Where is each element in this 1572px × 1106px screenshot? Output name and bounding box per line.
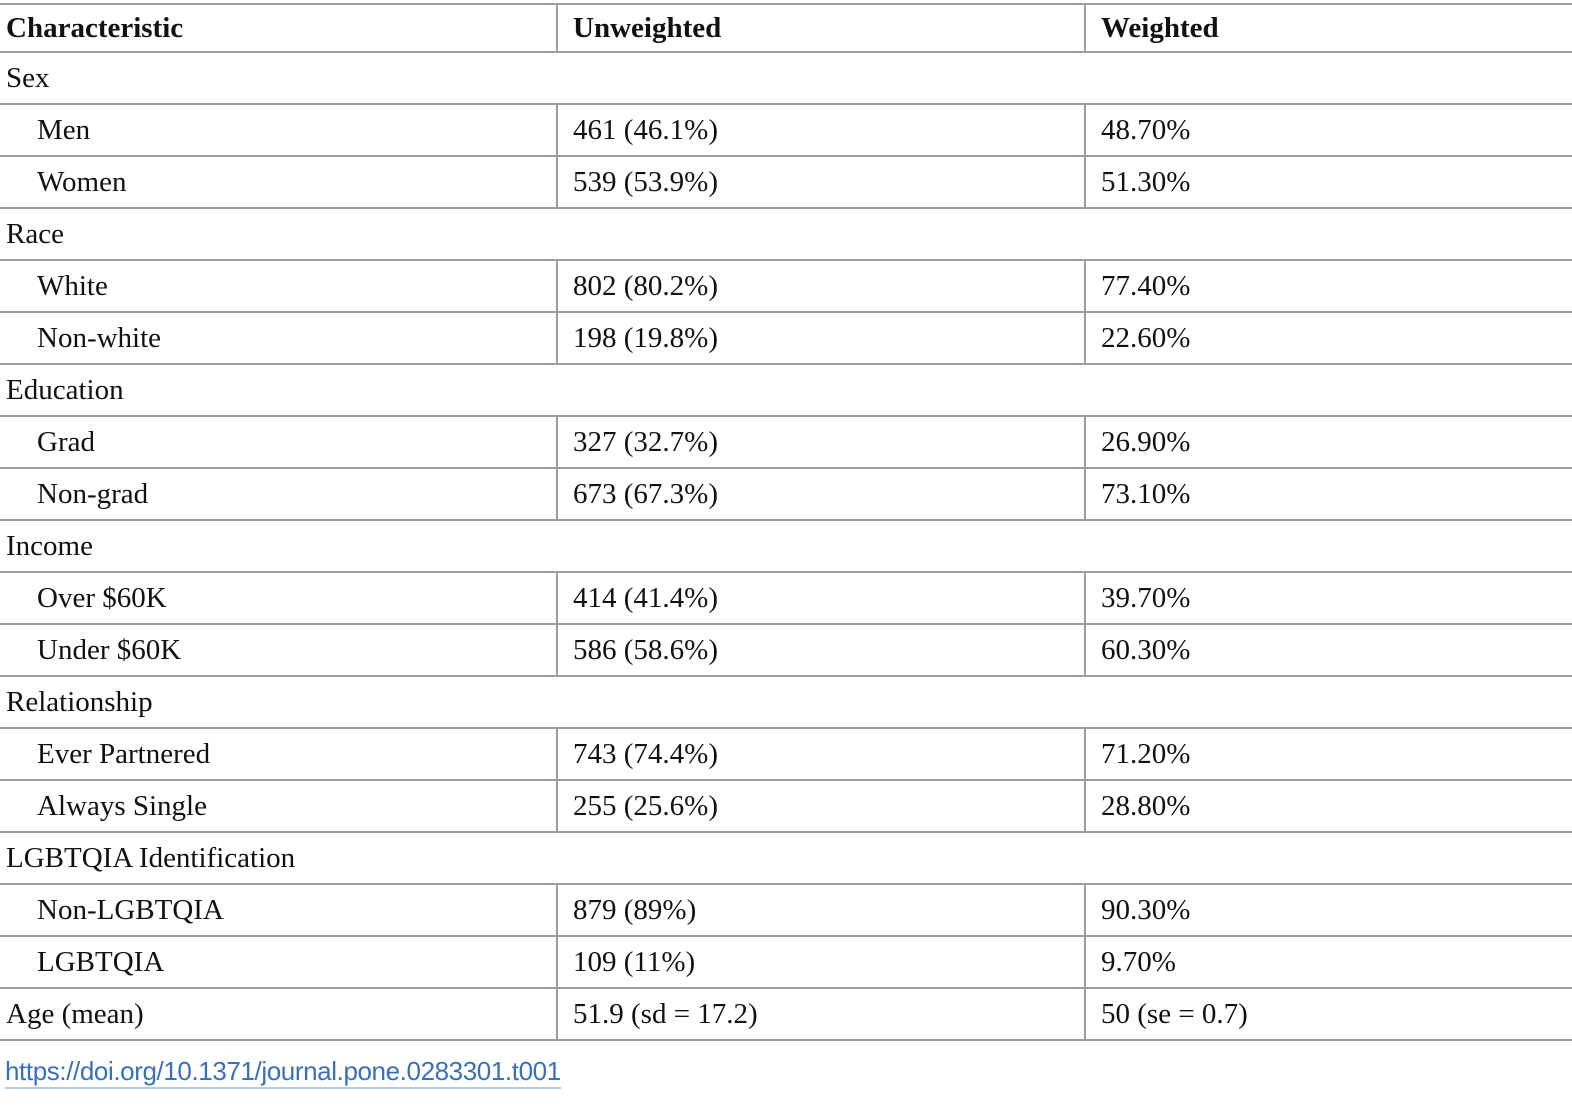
cell-unweighted: 586 (58.6%) [556, 624, 1085, 676]
cell-unweighted: 802 (80.2%) [556, 260, 1085, 312]
table-row: Over $60K 414 (41.4%) 39.70% [0, 572, 1572, 624]
cell-weighted: 51.30% [1084, 156, 1572, 208]
table-body: Sex Men 461 (46.1%) 48.70% Women 539 (53.9%) 5… [0, 52, 1572, 1040]
group-row: Sex [0, 52, 1572, 104]
cell-characteristic: Ever Partnered [37, 737, 211, 770]
group-label: Income [6, 529, 93, 562]
table-row: Men 461 (46.1%) 48.70% [0, 104, 1572, 156]
cell-weighted: 60.30% [1084, 624, 1572, 676]
table-row: Non-LGBTQIA 879 (89%) 90.30% [0, 884, 1572, 936]
cell-unweighted: 255 (25.6%) [556, 780, 1085, 832]
table-row: LGBTQIA 109 (11%) 9.70% [0, 936, 1572, 988]
group-label: Race [6, 217, 64, 250]
col-header-characteristic: Characteristic [6, 11, 184, 44]
cell-unweighted: 198 (19.8%) [556, 312, 1085, 364]
table-row: Non-white 198 (19.8%) 22.60% [0, 312, 1572, 364]
group-row: Race [0, 208, 1572, 260]
table-row: Ever Partnered 743 (74.4%) 71.20% [0, 728, 1572, 780]
cell-characteristic: Women [37, 165, 127, 198]
demographics-table: Characteristic Unweighted Weighted Sex Me… [0, 3, 1572, 1041]
group-row: Relationship [0, 676, 1572, 728]
cell-characteristic: Men [37, 113, 91, 146]
cell-unweighted: 51.9 (sd = 17.2) [556, 988, 1085, 1040]
cell-weighted: 26.90% [1084, 416, 1572, 468]
cell-weighted: 90.30% [1084, 884, 1572, 936]
cell-unweighted: 414 (41.4%) [556, 572, 1085, 624]
cell-characteristic: Over $60K [37, 581, 167, 614]
table-row: Under $60K 586 (58.6%) 60.30% [0, 624, 1572, 676]
doi-link[interactable]: https://doi.org/10.1371/journal.pone.028… [5, 1056, 561, 1089]
cell-unweighted: 461 (46.1%) [556, 104, 1085, 156]
cell-characteristic: Under $60K [37, 633, 182, 666]
table-row: White 802 (80.2%) 77.40% [0, 260, 1572, 312]
cell-weighted: 22.60% [1084, 312, 1572, 364]
group-label: Education [6, 373, 124, 406]
group-label: Relationship [6, 685, 153, 718]
group-row: Income [0, 520, 1572, 572]
cell-weighted: 48.70% [1084, 104, 1572, 156]
cell-unweighted: 539 (53.9%) [556, 156, 1085, 208]
cell-weighted: 77.40% [1084, 260, 1572, 312]
cell-weighted: 28.80% [1084, 780, 1572, 832]
cell-characteristic: LGBTQIA [37, 945, 165, 978]
table-row: Age (mean) 51.9 (sd = 17.2) 50 (se = 0.7) [0, 988, 1572, 1040]
cell-weighted: 50 (se = 0.7) [1084, 988, 1572, 1040]
cell-unweighted: 879 (89%) [556, 884, 1085, 936]
cell-characteristic: White [37, 269, 108, 302]
cell-characteristic: Non-white [37, 321, 162, 354]
group-row: LGBTQIA Identification [0, 832, 1572, 884]
col-header-unweighted: Unweighted [556, 4, 1085, 52]
col-header-weighted: Weighted [1084, 4, 1572, 52]
cell-characteristic: Age (mean) [6, 997, 144, 1030]
cell-characteristic: Non-LGBTQIA [37, 893, 224, 926]
cell-characteristic: Always Single [37, 789, 207, 822]
table-row: Grad 327 (32.7%) 26.90% [0, 416, 1572, 468]
cell-weighted: 9.70% [1084, 936, 1572, 988]
group-label: LGBTQIA Identification [6, 841, 296, 874]
cell-unweighted: 673 (67.3%) [556, 468, 1085, 520]
cell-unweighted: 743 (74.4%) [556, 728, 1085, 780]
cell-unweighted: 327 (32.7%) [556, 416, 1085, 468]
group-label: Sex [6, 61, 50, 94]
cell-characteristic: Non-grad [37, 477, 149, 510]
cell-characteristic: Grad [37, 425, 95, 458]
cell-weighted: 71.20% [1084, 728, 1572, 780]
header-row: Characteristic Unweighted Weighted [0, 4, 1572, 52]
group-row: Education [0, 364, 1572, 416]
cell-unweighted: 109 (11%) [556, 936, 1085, 988]
table-row: Non-grad 673 (67.3%) 73.10% [0, 468, 1572, 520]
table-row: Always Single 255 (25.6%) 28.80% [0, 780, 1572, 832]
cell-weighted: 73.10% [1084, 468, 1572, 520]
table-row: Women 539 (53.9%) 51.30% [0, 156, 1572, 208]
cell-weighted: 39.70% [1084, 572, 1572, 624]
